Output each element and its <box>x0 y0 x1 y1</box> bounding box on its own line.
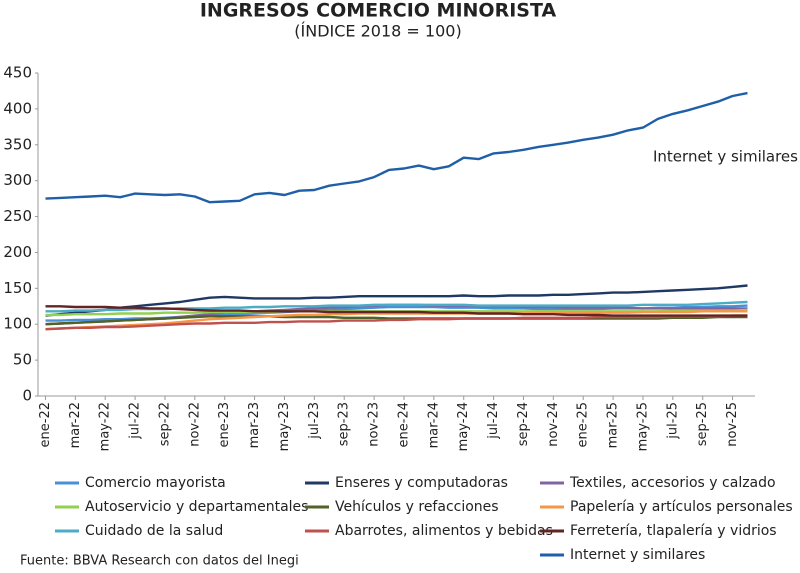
x-tick-label: may-22 <box>98 402 113 451</box>
x-tick-label: may-24 <box>456 402 471 451</box>
legend-label: Autoservicio y departamentales <box>85 499 308 515</box>
legend-label: Cuidado de la salud <box>85 523 223 539</box>
annotation: Internet y similares <box>653 148 798 166</box>
series-line <box>45 314 748 331</box>
x-tick-label: ene-25 <box>576 402 591 447</box>
x-tick-label: nov-22 <box>187 402 202 447</box>
x-tick-label: sep-23 <box>337 402 352 446</box>
legend-label: Textiles, accesorios y calzado <box>569 475 776 491</box>
x-tick-label: nov-24 <box>546 402 561 447</box>
legend-label: Abarrotes, alimentos y bebidas <box>335 523 553 539</box>
x-tick-label: mar-22 <box>68 402 83 448</box>
chart-subtitle: (ÍNDICE 2018 = 100) <box>294 22 461 41</box>
x-tick-label: mar-23 <box>247 402 262 448</box>
x-tick-label: ene-24 <box>396 402 411 447</box>
y-tick-label: 50 <box>13 351 32 369</box>
series-line <box>45 305 748 317</box>
y-tick-label: 350 <box>3 135 32 153</box>
x-tick-label: may-25 <box>635 402 650 451</box>
x-tick-label: ene-23 <box>217 402 232 447</box>
x-tick-label: nov-25 <box>725 402 740 447</box>
legend-label: Papelería y artículos personales <box>570 499 793 515</box>
x-tick-label: jul-22 <box>128 402 143 440</box>
y-tick-label: 250 <box>3 207 32 225</box>
legend-label: Ferretería, tlapalería y vidrios <box>570 523 777 539</box>
legend-label: Internet y similares <box>570 547 705 563</box>
y-tick-label: 300 <box>3 171 32 189</box>
series-line <box>45 310 748 331</box>
y-tick-label: 400 <box>3 99 32 117</box>
x-tick-label: sep-24 <box>516 402 531 446</box>
x-tick-label: may-23 <box>277 402 292 451</box>
series-line <box>45 284 748 317</box>
legend-label: Enseres y computadoras <box>335 475 508 491</box>
chart-title: INGRESOS COMERCIO MINORISTA <box>200 0 557 22</box>
y-tick-label: 450 <box>3 64 32 82</box>
x-tick-label: mar-25 <box>606 402 621 448</box>
x-tick-label: sep-22 <box>157 402 172 446</box>
x-tick-label: nov-23 <box>367 402 382 447</box>
x-tick-label: mar-24 <box>426 402 441 448</box>
x-tick-label: jul-24 <box>486 402 501 440</box>
x-tick-label: sep-25 <box>695 402 710 446</box>
source: Fuente: BBVA Research con datos del Ineg… <box>20 554 299 569</box>
legend-label: Vehículos y refacciones <box>335 499 499 515</box>
x-tick-label: ene-22 <box>38 402 53 447</box>
legend-label: Comercio mayorista <box>85 475 226 491</box>
y-tick-label: 200 <box>3 243 32 261</box>
y-tick-label: 150 <box>3 279 32 297</box>
series-line <box>45 315 748 326</box>
y-tick-label: 100 <box>3 315 32 333</box>
x-tick-label: jul-23 <box>307 402 322 440</box>
y-tick-label: 0 <box>22 387 32 405</box>
series-line <box>45 91 748 204</box>
x-tick-label: jul-25 <box>665 402 680 440</box>
